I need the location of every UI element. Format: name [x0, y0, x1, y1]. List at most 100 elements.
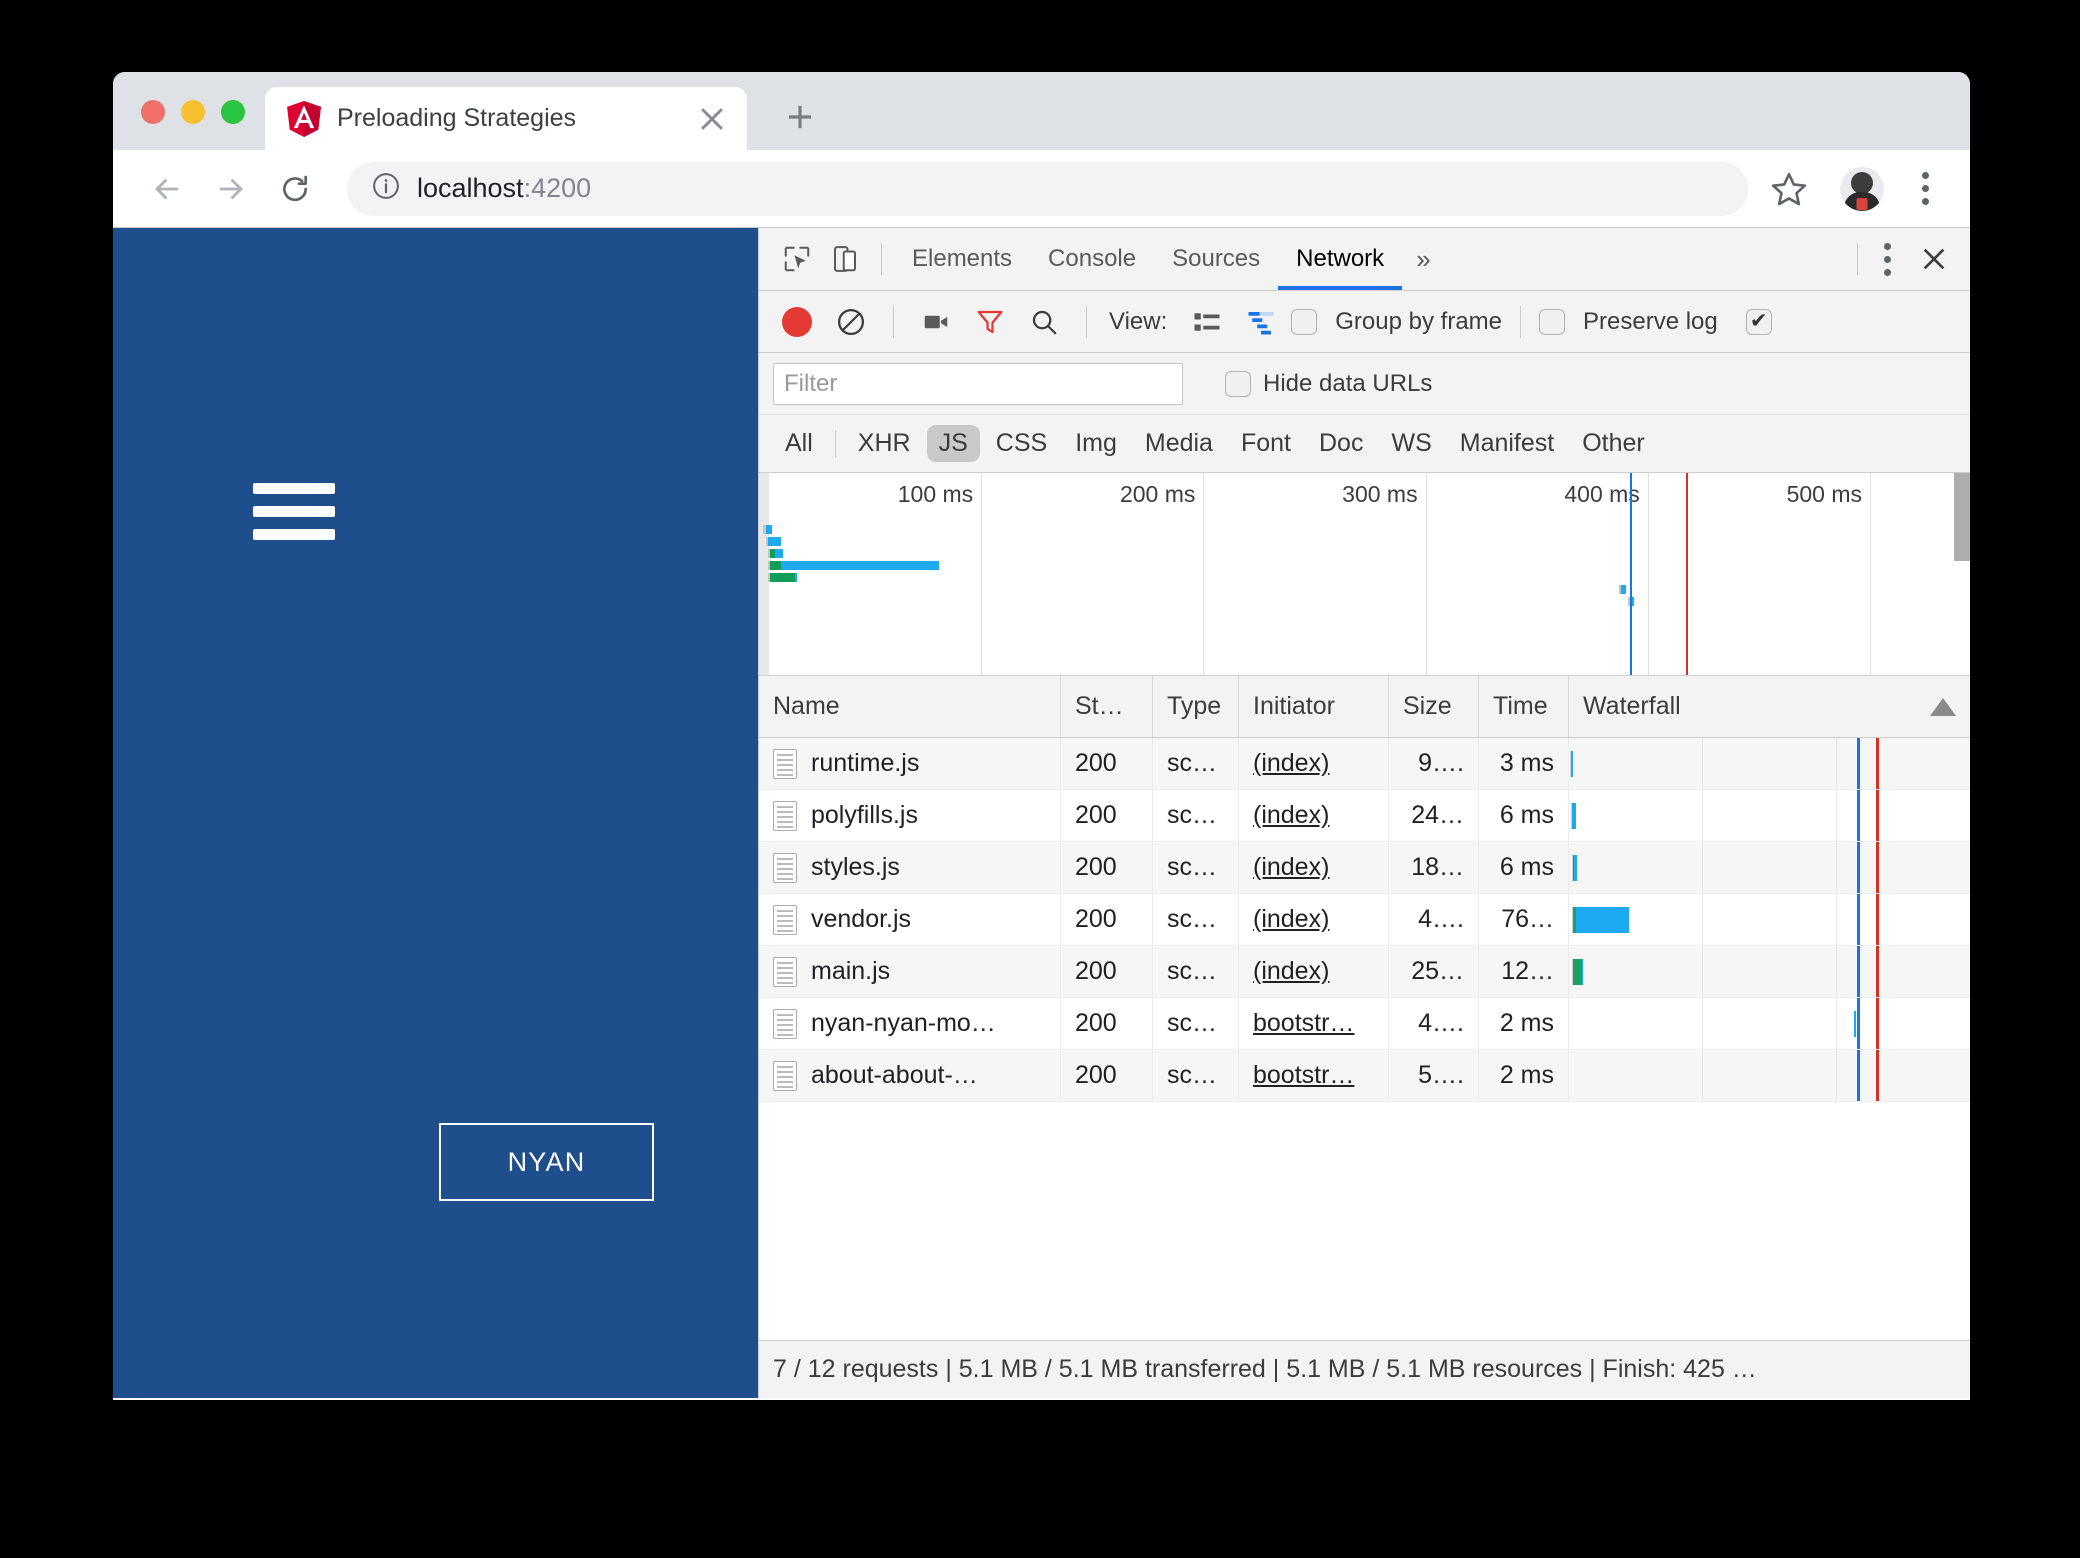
resource-type-doc[interactable]: Doc	[1319, 429, 1364, 457]
info-circle-icon[interactable]	[371, 171, 401, 206]
cell-initiator-text[interactable]: (index)	[1253, 853, 1330, 881]
minimize-window-button[interactable]	[181, 100, 205, 124]
inspect-element-icon[interactable]	[773, 237, 821, 281]
cell-name[interactable]: vendor.js	[759, 894, 1061, 945]
overview-scrollbar[interactable]	[1954, 473, 1970, 561]
column-header-type[interactable]: Type	[1153, 676, 1239, 737]
camera-icon[interactable]	[912, 300, 960, 344]
overview-tick	[1425, 473, 1427, 675]
cell-initiator[interactable]: (index)	[1239, 894, 1389, 945]
column-header-initiator[interactable]: Initiator	[1239, 676, 1389, 737]
waterfall-view-icon[interactable]	[1237, 300, 1285, 344]
table-row[interactable]: runtime.js 200 sc… (index) 9…. 3 ms	[759, 738, 1970, 790]
waterfall-load-marker	[1875, 894, 1879, 945]
resource-type-media[interactable]: Media	[1144, 429, 1213, 457]
cell-name[interactable]: runtime.js	[759, 738, 1061, 789]
hide-data-urls-checkbox[interactable]	[1225, 370, 1251, 397]
cell-initiator[interactable]: (index)	[1239, 842, 1389, 893]
table-row[interactable]: nyan-nyan-mo… 200 sc… bootstr… 4…. 2 ms	[759, 998, 1970, 1050]
column-header-time[interactable]: Time	[1479, 676, 1569, 737]
cell-name[interactable]: polyfills.js	[759, 790, 1061, 841]
group-by-frame-checkbox[interactable]	[1291, 308, 1318, 335]
maximize-window-button[interactable]	[221, 100, 245, 124]
cell-initiator-text[interactable]: (index)	[1253, 801, 1330, 829]
search-icon[interactable]	[1020, 300, 1068, 344]
cell-type: sc…	[1153, 998, 1239, 1049]
column-header-size[interactable]: Size	[1389, 676, 1479, 737]
browser-menu-icon[interactable]	[1908, 172, 1942, 205]
resource-type-ws[interactable]: WS	[1391, 429, 1432, 457]
table-row[interactable]: styles.js 200 sc… (index) 18… 6 ms	[759, 842, 1970, 894]
waterfall-gridline	[1836, 790, 1838, 841]
cell-name[interactable]: nyan-nyan-mo…	[759, 998, 1061, 1049]
cell-status-text: 200	[1075, 749, 1117, 777]
tab-elements[interactable]: Elements	[912, 245, 1013, 272]
filter-funnel-icon[interactable]	[966, 300, 1014, 344]
cell-initiator[interactable]: bootstr…	[1239, 998, 1389, 1049]
device-toolbar-icon[interactable]	[821, 237, 869, 281]
forward-button[interactable]	[203, 161, 259, 217]
preserve-log-checkbox[interactable]	[1539, 308, 1565, 335]
resource-type-img[interactable]: Img	[1075, 429, 1117, 457]
request-name: runtime.js	[811, 749, 920, 777]
cell-initiator-text[interactable]: (index)	[1253, 905, 1330, 933]
column-header-label: Size	[1403, 692, 1452, 720]
resource-type-font[interactable]: Font	[1240, 429, 1291, 457]
tab-network[interactable]: Network	[1278, 228, 1402, 290]
record-button-icon[interactable]	[773, 300, 821, 344]
table-row[interactable]: main.js 200 sc… (index) 25… 12…	[759, 946, 1970, 998]
resource-type-xhr[interactable]: XHR	[857, 429, 911, 457]
table-row[interactable]: vendor.js 200 sc… (index) 4…. 76…	[759, 894, 1970, 946]
cell-name[interactable]: about-about-…	[759, 1050, 1061, 1101]
cell-status-text: 200	[1075, 801, 1117, 829]
url-input[interactable]: localhost:4200	[347, 161, 1748, 216]
resource-type-css[interactable]: CSS	[995, 429, 1048, 457]
nyan-button[interactable]: NYAN	[439, 1123, 654, 1201]
devtools-close-icon[interactable]	[1910, 237, 1958, 281]
cell-initiator-text[interactable]: (index)	[1253, 957, 1330, 985]
tab-sources[interactable]: Sources	[1172, 245, 1261, 272]
resource-type-js[interactable]: JS	[926, 425, 980, 462]
column-header-st[interactable]: St…	[1061, 676, 1153, 737]
table-row[interactable]: about-about-… 200 sc… bootstr… 5…. 2 ms	[759, 1050, 1970, 1102]
cell-initiator[interactable]: (index)	[1239, 790, 1389, 841]
waterfall-gridline	[1836, 894, 1838, 945]
cell-waterfall	[1569, 738, 1970, 789]
filter-input[interactable]	[773, 362, 1183, 405]
resource-type-other[interactable]: Other	[1582, 429, 1645, 457]
new-tab-button[interactable]	[781, 98, 819, 136]
disable-cache-checkbox[interactable]	[1745, 308, 1772, 335]
devtools-menu-icon[interactable]	[1870, 242, 1904, 276]
cell-initiator[interactable]: (index)	[1239, 946, 1389, 997]
close-window-button[interactable]	[141, 100, 165, 124]
waterfall-load-marker	[1875, 842, 1879, 893]
cell-name[interactable]: main.js	[759, 946, 1061, 997]
cell-status: 200	[1061, 790, 1153, 841]
cell-initiator[interactable]: bootstr…	[1239, 1050, 1389, 1101]
cell-initiator-text[interactable]: bootstr…	[1253, 1009, 1355, 1037]
column-header-waterfall[interactable]: Waterfall	[1569, 676, 1970, 737]
request-name: nyan-nyan-mo…	[811, 1009, 996, 1037]
list-view-icon[interactable]	[1183, 300, 1231, 344]
reload-button[interactable]	[267, 161, 323, 217]
column-header-name[interactable]: Name	[759, 676, 1061, 737]
cell-initiator-text[interactable]: bootstr…	[1253, 1061, 1355, 1089]
tab-console[interactable]: Console	[1048, 245, 1137, 272]
resource-type-all[interactable]: All	[785, 429, 813, 457]
tab-strip: Preloading Strategies	[113, 72, 1970, 150]
resource-type-manifest[interactable]: Manifest	[1459, 429, 1555, 457]
cell-name[interactable]: styles.js	[759, 842, 1061, 893]
bookmark-star-icon[interactable]	[1768, 168, 1810, 210]
cell-initiator[interactable]: (index)	[1239, 738, 1389, 789]
hamburger-menu-icon[interactable]	[253, 483, 335, 540]
profile-avatar[interactable]	[1840, 166, 1884, 211]
browser-tab[interactable]: Preloading Strategies	[265, 87, 747, 150]
more-tabs-icon[interactable]: »	[1416, 243, 1431, 274]
network-overview-timeline[interactable]: 100 ms 200 ms 300 ms 400 ms 500 ms	[759, 473, 1970, 676]
back-button[interactable]	[139, 161, 195, 217]
close-icon[interactable]	[695, 102, 729, 136]
sort-ascending-icon[interactable]	[1930, 697, 1956, 716]
clear-icon[interactable]	[827, 300, 875, 344]
cell-initiator-text[interactable]: (index)	[1253, 749, 1330, 777]
table-row[interactable]: polyfills.js 200 sc… (index) 24… 6 ms	[759, 790, 1970, 842]
